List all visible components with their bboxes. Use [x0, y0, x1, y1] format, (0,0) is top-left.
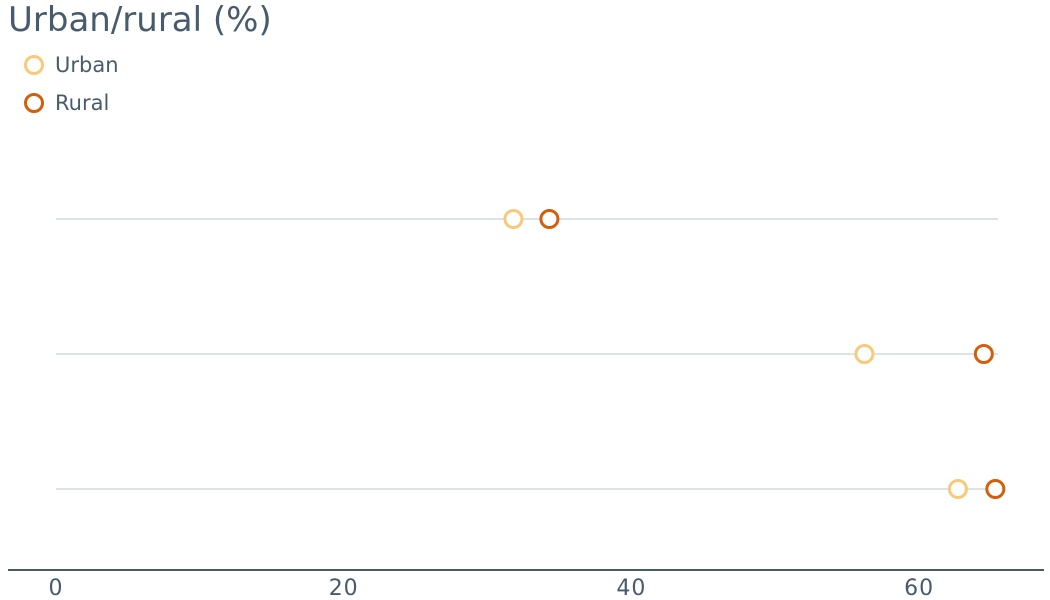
point-rural-row-2	[973, 344, 994, 364]
x-axis: 0 20 40 60	[8, 569, 1044, 600]
chart-title: Urban/rural (%)	[8, 0, 272, 40]
legend-label-rural: Rural	[55, 91, 110, 115]
legend-label-urban: Urban	[55, 53, 119, 77]
point-rural-row-3	[985, 479, 1006, 499]
x-tick-label-20: 20	[329, 576, 359, 600]
legend-item-rural: Rural	[24, 91, 109, 115]
point-urban-row-2	[854, 344, 875, 364]
point-urban-row-3	[947, 479, 968, 499]
row-grid-lines	[56, 218, 998, 490]
data-points	[503, 209, 1006, 499]
legend-item-urban: Urban	[24, 53, 119, 77]
x-tick-label-60: 60	[904, 576, 934, 600]
point-urban-row-1	[503, 209, 524, 229]
x-tick-label-40: 40	[616, 576, 646, 600]
legend-marker-urban	[24, 55, 44, 75]
point-rural-row-1	[539, 209, 560, 229]
x-tick-label-0: 0	[49, 576, 64, 600]
legend-marker-rural	[24, 93, 44, 113]
